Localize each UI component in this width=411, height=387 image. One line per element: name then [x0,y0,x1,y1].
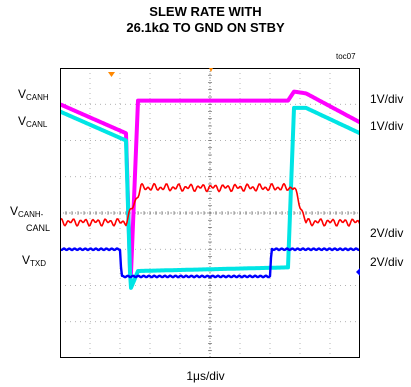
label-vcanh-canl: VCANH- CANL [10,204,51,234]
trace-vcanh [60,89,360,276]
trace-vtxd [60,247,360,279]
trace-vcanl [60,105,360,290]
scale-vtxd: 2V/div [370,255,404,269]
x-axis-label: 1μs/div [186,369,225,383]
trigger-position-marker [108,72,115,77]
chart-title-line2: 26.1kΩ TO GND ON STBY [126,20,285,35]
scale-vcanl: 1V/div [370,119,404,133]
label-vcanl: VCANL [18,114,48,130]
chart-title-line1: SLEW RATE WITH [149,4,262,19]
label-vtxd: VTXD [22,253,47,269]
scale-vcanh: 1V/div [370,92,404,106]
traces [60,89,360,290]
scale-vcanh-canl: 2V/div [370,226,404,240]
center-marker [209,68,213,72]
trigger-level-marker [356,268,360,276]
figure-code: toc07 [336,52,356,61]
trace-vcanh-canl [60,182,360,227]
scope-display [60,68,360,358]
label-vcanh: VCANH [18,87,49,103]
